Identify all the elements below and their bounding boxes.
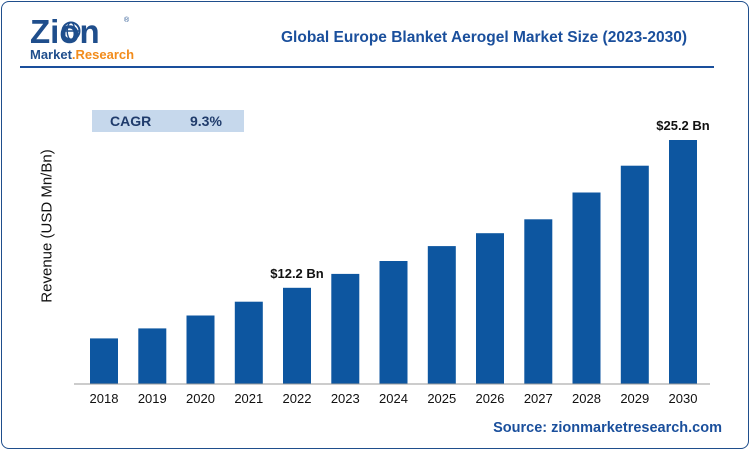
cagr-value: 9.3% xyxy=(190,113,222,129)
x-tick-2029: 2029 xyxy=(620,391,649,406)
data-label-2030: $25.2 Bn xyxy=(656,118,710,133)
logo-sub-research: Research xyxy=(76,47,135,62)
x-tick-2027: 2027 xyxy=(524,391,553,406)
bars xyxy=(90,140,697,384)
x-tick-2026: 2026 xyxy=(476,391,505,406)
bar-2020 xyxy=(186,315,215,384)
header-divider xyxy=(20,66,714,68)
bar-2027 xyxy=(524,219,553,384)
cagr-label: CAGR xyxy=(110,113,152,129)
bar-2026 xyxy=(476,233,504,384)
x-tick-labels: 2018 2019 2020 2021 2022 2023 2024 2025 2026 2027… xyxy=(90,391,698,406)
cagr-box: CAGR 9.3% xyxy=(92,110,244,132)
page-title: Global Europe Blanket Aerogel Market Siz… xyxy=(280,29,687,46)
bar-2029 xyxy=(620,165,649,384)
bar-2022 xyxy=(283,287,311,384)
bar-2021 xyxy=(234,301,263,384)
x-tick-2025: 2025 xyxy=(427,391,456,406)
x-tick-2021: 2021 xyxy=(234,391,263,406)
bar-2028 xyxy=(572,192,601,384)
x-tick-2023: 2023 xyxy=(331,391,360,406)
data-labels: $12.2 Bn $25.2 Bn xyxy=(270,118,710,281)
bar-2018 xyxy=(90,338,118,384)
bar-2019 xyxy=(138,328,167,384)
globe-icon xyxy=(61,21,81,41)
source-note: Source: zionmarketresearch.com xyxy=(493,420,722,436)
x-tick-2019: 2019 xyxy=(138,391,167,406)
x-tick-2030: 2030 xyxy=(669,391,698,406)
bar-2025 xyxy=(427,246,456,384)
bar-2030 xyxy=(669,140,697,384)
bar-2023 xyxy=(331,273,360,384)
x-tick-2020: 2020 xyxy=(186,391,215,406)
x-tick-2018: 2018 xyxy=(90,391,119,406)
logo-registered-mark: ® xyxy=(124,16,130,24)
bar-2024 xyxy=(379,261,408,384)
logo-word: Zion xyxy=(30,14,100,50)
logo-sub-market: Market xyxy=(30,47,73,62)
x-tick-2024: 2024 xyxy=(379,391,408,406)
x-tick-2022: 2022 xyxy=(283,391,312,406)
x-tick-2028: 2028 xyxy=(572,391,601,406)
logo-tagline: Market.Research xyxy=(30,47,134,62)
zion-logo: Zion ® Market.Research xyxy=(30,14,134,62)
data-label-2022: $12.2 Bn xyxy=(270,266,324,281)
